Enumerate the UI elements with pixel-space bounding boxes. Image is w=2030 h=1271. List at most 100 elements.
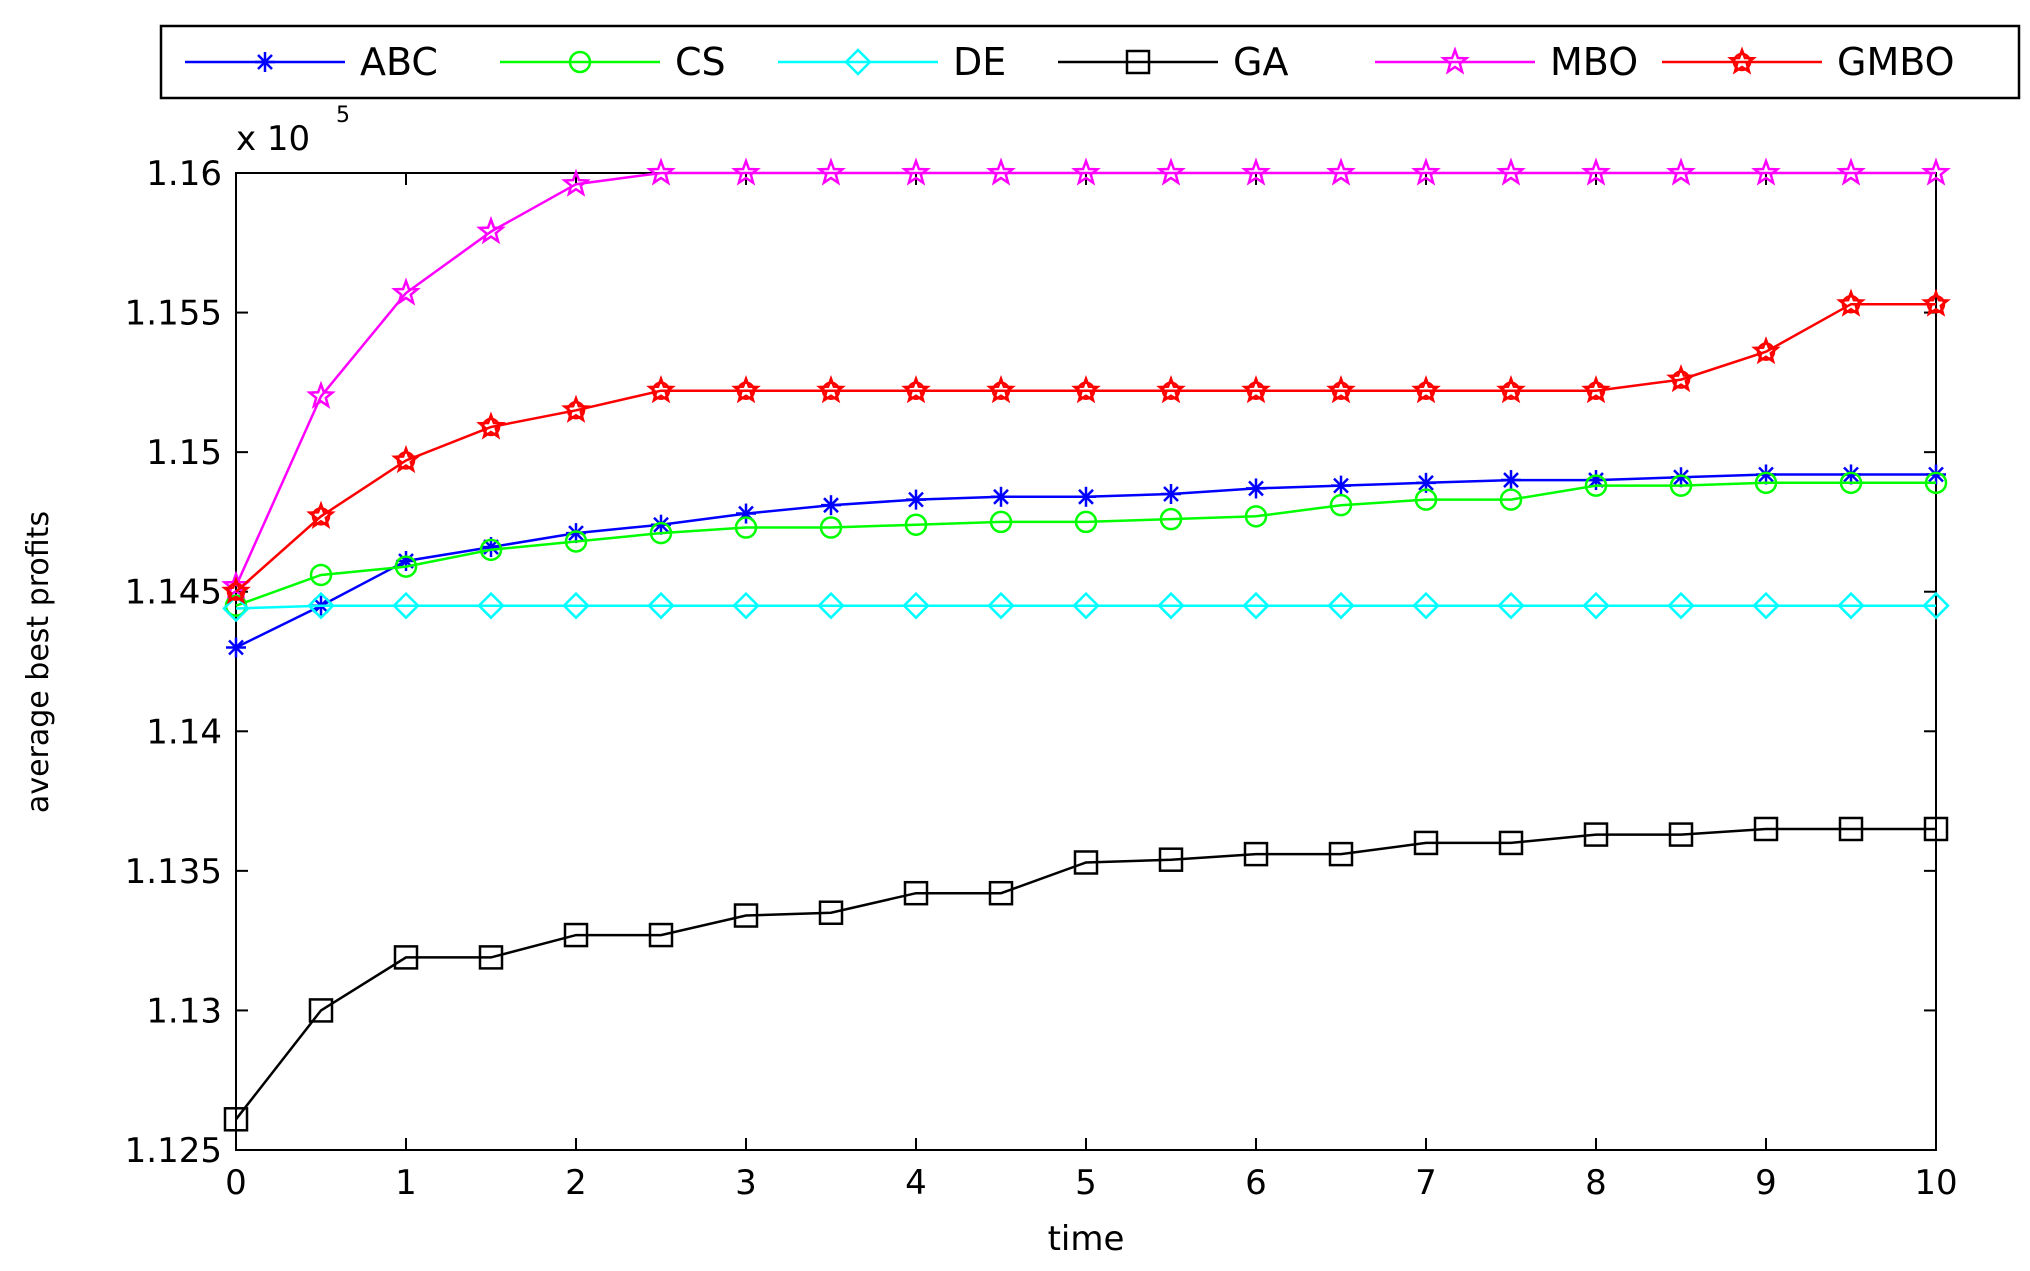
series-de-point <box>1837 591 1865 620</box>
series-cs-point <box>309 563 333 587</box>
series-gmbo-point <box>1751 336 1781 365</box>
x-tick-label: 7 <box>1415 1163 1437 1203</box>
series-abc <box>226 464 1946 658</box>
x-tick-label: 2 <box>565 1163 587 1203</box>
series-de-point <box>1327 591 1355 620</box>
series-gmbo-point <box>1241 375 1271 404</box>
series-abc-point-stroke <box>823 497 839 514</box>
series-gmbo-point <box>1836 288 1866 317</box>
series-ga-point <box>903 880 929 906</box>
x-tick-label: 9 <box>1755 1163 1777 1203</box>
series-de-point <box>1072 591 1100 620</box>
series-cs-point <box>649 521 673 545</box>
series-abc-point-stroke <box>653 516 669 533</box>
series-cs-point <box>1839 471 1863 495</box>
series-gmbo-point-star <box>221 576 251 605</box>
y-tick-label: 1.14 <box>146 712 222 752</box>
series-de-point <box>817 591 845 620</box>
series-gmbo-point-star <box>1921 288 1951 317</box>
series-cs-point <box>1159 507 1183 531</box>
series-de-point <box>902 591 930 620</box>
series-ga-point <box>308 998 334 1023</box>
series-abc-point-stroke <box>1333 477 1349 494</box>
x-tick-label: 10 <box>1914 1163 1957 1203</box>
series-ga-point <box>818 900 844 925</box>
series-de-point <box>732 591 760 620</box>
legend-marker-cs <box>568 50 592 74</box>
series-abc-point-stroke <box>1843 466 1859 483</box>
legend-marker-abc-stroke <box>257 54 273 70</box>
series-abc-point-stroke <box>1248 480 1264 497</box>
series-cs-point <box>1499 488 1523 511</box>
legend-label-de: DE <box>953 40 1006 84</box>
series-abc-point <box>226 637 246 658</box>
series-gmbo-point <box>731 375 761 404</box>
series-abc-point-stroke <box>1673 469 1689 486</box>
series-gmbo-point <box>561 394 591 423</box>
series-mbo-point <box>816 157 846 186</box>
legend-label-gmbo: GMBO <box>1837 40 1955 84</box>
series-abc-point-stroke <box>1503 472 1519 488</box>
series-abc-point-stroke <box>568 525 584 541</box>
x-tick-label: 0 <box>225 1163 247 1203</box>
legend-entry-de: DE <box>778 40 1006 84</box>
series-abc-point-stroke <box>908 491 924 508</box>
legend-label-ga: GA <box>1233 40 1288 84</box>
series-ga-line <box>235 827 1936 1121</box>
series-de-point <box>562 591 590 620</box>
series-gmbo-point-star <box>816 375 846 404</box>
series-de-point <box>1667 591 1695 620</box>
legend-marker-de <box>844 48 872 76</box>
series-cs-point <box>1669 474 1693 497</box>
series-cs-point <box>1329 493 1353 517</box>
series-ga-point <box>1073 850 1099 875</box>
series-mbo-point <box>986 157 1016 186</box>
series-de-point <box>1922 591 1950 620</box>
series-gmbo-point <box>1326 375 1356 404</box>
legend-label-cs: CS <box>675 40 726 84</box>
series-gmbo-point <box>1666 363 1696 393</box>
series-gmbo-point-star <box>986 375 1016 404</box>
series-cs-point <box>564 530 588 553</box>
series-gmbo-point <box>1921 288 1951 317</box>
series-gmbo-point-star <box>306 500 336 530</box>
series-ga-point <box>648 922 674 948</box>
legend-marker-mbo <box>1440 46 1470 75</box>
series-mbo-point <box>391 277 421 306</box>
series-mbo-point <box>1496 157 1526 186</box>
series-mbo-point <box>1836 157 1866 186</box>
series-cs-line <box>235 481 1936 607</box>
y-tick-label: 1.155 <box>125 294 222 334</box>
series-gmbo-point-star <box>1411 375 1441 404</box>
series-de-point <box>987 591 1015 620</box>
series-cs-point <box>1754 471 1778 495</box>
legend-marker-gmbo <box>1727 46 1757 75</box>
x-tick-label: 8 <box>1585 1163 1607 1203</box>
series-de-point <box>222 594 250 623</box>
series-gmbo-point <box>391 444 421 474</box>
legend-marker-gmbo-star <box>1727 46 1757 75</box>
series-mbo-point <box>901 157 931 186</box>
series-gmbo-point-star <box>1156 375 1186 404</box>
series-de-line <box>235 604 1936 610</box>
series-abc-point-stroke <box>1928 466 1944 483</box>
series-ga-point <box>478 945 504 970</box>
series-abc-point-stroke <box>1078 488 1094 505</box>
series-mbo-point <box>646 157 676 186</box>
series-gmbo-point-star <box>901 375 931 404</box>
series-gmbo-point <box>1496 375 1526 404</box>
series-abc-point <box>1161 484 1181 505</box>
x-tick-label: 3 <box>735 1163 757 1203</box>
x-axis: 0 1 2 3 4 5 6 7 8 9 10 <box>225 173 1958 1203</box>
series-ga-point <box>1243 841 1269 867</box>
series-mbo-point <box>1411 157 1441 186</box>
series-mbo-point <box>1326 157 1356 186</box>
series-ga-point <box>733 903 759 928</box>
series-gmbo-point <box>221 576 251 605</box>
series-ga-point <box>1923 816 1949 842</box>
series-abc-point <box>1331 475 1351 496</box>
series-mbo-point <box>1921 157 1951 186</box>
series-ga-point <box>1583 822 1609 847</box>
series-de-point <box>1582 591 1610 620</box>
series-abc-point <box>821 495 841 516</box>
